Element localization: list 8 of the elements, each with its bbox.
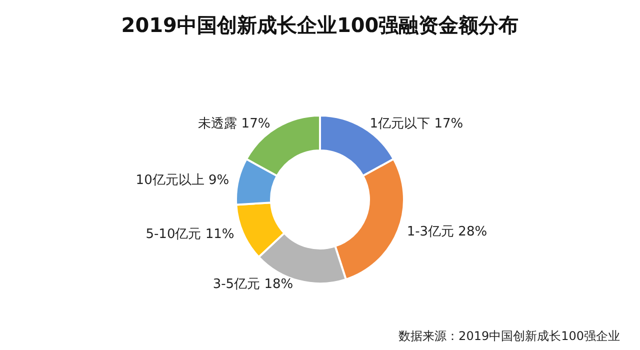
source-note: 数据来源：2019中国创新成长100强企业 xyxy=(398,329,620,343)
chart-title: 2019中国创新成长企业100强融资金额分布 xyxy=(121,13,519,37)
slice-label: 1-3亿元 28% xyxy=(406,224,488,240)
slice-label: 10亿元以上 9% xyxy=(136,172,230,188)
slice-label: 1亿元以下 17% xyxy=(370,116,464,132)
slice-label: 3-5亿元 18% xyxy=(212,277,294,292)
slice-label: 未透露 17% xyxy=(198,116,270,132)
slice-label: 5-10亿元 11% xyxy=(146,226,234,242)
